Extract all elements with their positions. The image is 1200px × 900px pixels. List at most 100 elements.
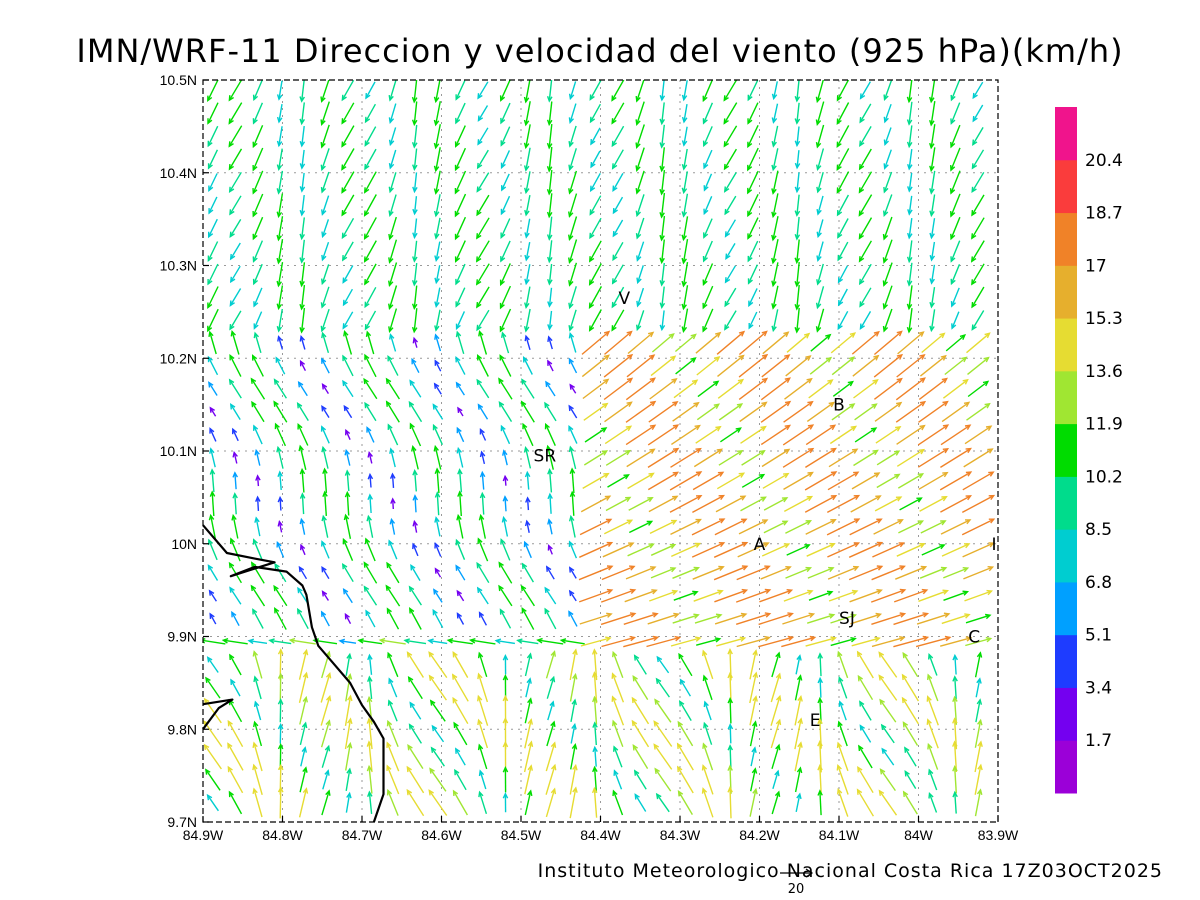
wind-vector [568, 286, 577, 310]
wind-vector [974, 763, 983, 795]
wind-vector [874, 401, 903, 422]
wind-vector [388, 149, 397, 170]
wind-vector [322, 769, 330, 790]
wind-vector [748, 288, 758, 308]
wind-vector [883, 103, 892, 124]
wind-vector [388, 127, 397, 147]
wind-vector [804, 495, 838, 513]
wind-vector [907, 195, 913, 216]
wind-vector [603, 377, 634, 401]
wind-vector [828, 448, 859, 468]
wind-vector [502, 653, 509, 675]
wind-vector [321, 405, 330, 418]
wind-vector [611, 125, 625, 148]
wind-vector [298, 671, 309, 703]
x-tick-label: 84W [904, 827, 934, 843]
wind-vector [411, 263, 418, 287]
wind-vector [838, 700, 847, 721]
wind-vector [921, 544, 946, 556]
wind-vector [228, 148, 243, 171]
wind-vector [320, 671, 332, 703]
wind-vector [827, 565, 860, 580]
colorbar-label: 15.3 [1085, 309, 1123, 329]
wind-vector [545, 787, 557, 818]
wind-vector [974, 788, 983, 817]
wind-vector [815, 124, 825, 149]
wind-vector [229, 288, 242, 307]
wind-vector [805, 518, 837, 535]
wind-vector [694, 613, 723, 624]
wind-vector [771, 262, 779, 288]
wind-vector [322, 467, 328, 493]
wind-vector [612, 173, 624, 192]
wind-vector [478, 769, 487, 790]
wind-vector [299, 80, 305, 103]
wind-vector [432, 403, 444, 420]
wind-vector [544, 401, 557, 422]
wind-vector [963, 566, 995, 580]
wind-vector [647, 424, 680, 446]
wind-vector [231, 513, 239, 539]
wind-vector [808, 590, 834, 601]
wind-vector [499, 80, 511, 102]
wind-vector [659, 102, 665, 126]
wind-vector [231, 610, 240, 627]
wind-vector [760, 377, 791, 401]
wind-vector [857, 765, 874, 794]
wind-vector [974, 651, 983, 678]
wind-vector [970, 240, 985, 263]
wind-vector [975, 677, 982, 698]
wind-vector [276, 308, 283, 333]
wind-vector [816, 172, 824, 194]
wind-vector [385, 377, 400, 400]
wind-vector [268, 638, 292, 645]
wind-vector [702, 285, 714, 310]
wind-vector [388, 216, 397, 241]
wind-vector [434, 567, 442, 578]
wind-vector [836, 741, 849, 772]
wind-vector [896, 448, 926, 467]
wind-vector [702, 308, 714, 333]
wind-vector [693, 448, 724, 468]
wind-vector [387, 651, 399, 678]
wind-vector [434, 359, 442, 372]
wind-vector [659, 216, 666, 242]
wind-vector [895, 400, 927, 423]
wind-vector [389, 517, 396, 535]
wind-vector [299, 766, 308, 793]
wind-vector [546, 80, 553, 103]
wind-vector [878, 674, 898, 701]
wind-vector [794, 80, 801, 103]
wind-vector [273, 378, 287, 399]
wind-vector [366, 764, 373, 794]
wind-vector [810, 333, 832, 352]
wind-vector [546, 146, 553, 173]
y-tick-label: 10.4N [160, 165, 197, 181]
wind-vector [636, 265, 644, 285]
wind-vector [547, 700, 555, 721]
wind-vector [588, 286, 603, 310]
wind-vector [632, 675, 649, 700]
wind-vector [950, 240, 961, 263]
wind-vector [681, 216, 689, 242]
place-label: B [833, 396, 845, 416]
wind-vector [738, 353, 769, 378]
wind-vector [476, 561, 490, 584]
wind-vector [971, 286, 985, 309]
wind-vector [724, 310, 737, 331]
wind-vector [736, 635, 771, 648]
wind-vector [589, 172, 601, 193]
wind-vector [723, 80, 738, 102]
x-tick-label: 84.2W [739, 827, 780, 843]
wind-vector [926, 718, 939, 749]
wind-vector [941, 401, 971, 423]
wind-vector [604, 330, 633, 355]
wind-vector [434, 467, 441, 494]
wind-vector [365, 330, 375, 355]
wind-vector [546, 216, 553, 241]
wind-vector [521, 606, 535, 630]
wind-vector [500, 240, 511, 263]
wind-vector [749, 695, 758, 726]
wind-vector [691, 518, 726, 536]
wind-vector [906, 101, 913, 126]
